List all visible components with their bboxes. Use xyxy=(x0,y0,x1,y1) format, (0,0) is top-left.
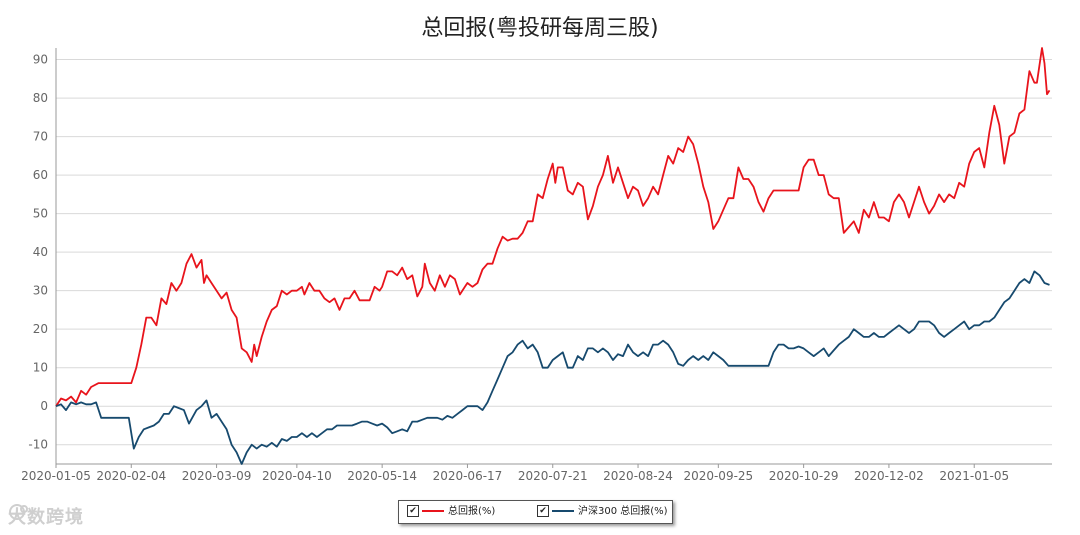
legend-item-csi300[interactable]: ✔ 沪深300 总回报(%) xyxy=(537,505,668,519)
series-line-csi300 xyxy=(55,270,1050,465)
y-tick-label: 30 xyxy=(33,284,48,298)
legend: ✔ 总回报(%) ✔ 沪深300 总回报(%) xyxy=(398,500,673,524)
x-tick-label: 2020-05-14 xyxy=(347,469,417,483)
y-tick-label: 0 xyxy=(40,399,48,413)
y-tick-label: 50 xyxy=(33,207,48,221)
y-tick-label: 40 xyxy=(33,245,48,259)
x-tick-label: 2020-07-21 xyxy=(518,469,588,483)
watermark-text: 大数跨境 xyxy=(8,507,84,528)
x-tick-label: 2020-08-24 xyxy=(603,469,673,483)
legend-label-csi300: 沪深300 总回报(%) xyxy=(578,506,668,517)
x-tick-label: 2020-02-04 xyxy=(96,469,166,483)
series-line-total-return xyxy=(55,47,1051,407)
y-tick-label: 70 xyxy=(33,130,48,144)
x-tick-label: 2021-01-05 xyxy=(939,469,1009,483)
y-tick-label: -10 xyxy=(28,438,48,452)
x-tick-label: 2020-01-05 xyxy=(21,469,91,483)
chart-title: 总回报(粤投研每周三股) xyxy=(421,16,659,41)
y-tick-label: 10 xyxy=(33,361,48,375)
checkbox-icon[interactable]: ✔ xyxy=(537,505,549,517)
y-tick-label: 20 xyxy=(33,322,48,336)
y-tick-label: 60 xyxy=(33,168,48,182)
watermark: 大数跨境 xyxy=(8,503,84,529)
checkbox-icon[interactable]: ✔ xyxy=(407,505,419,517)
y-tick-label: 90 xyxy=(33,53,48,67)
legend-swatch-total-return xyxy=(422,510,444,512)
x-tick-label: 2020-03-09 xyxy=(182,469,252,483)
watermark-logo-icon xyxy=(9,504,28,520)
legend-swatch-csi300 xyxy=(552,510,574,512)
x-tick-label: 2020-09-25 xyxy=(683,469,753,483)
x-tick-label: 2020-06-17 xyxy=(433,469,503,483)
y-tick-label: 80 xyxy=(33,91,48,105)
legend-item-total-return[interactable]: ✔ 总回报(%) xyxy=(407,505,495,519)
x-tick-label: 2020-10-29 xyxy=(769,469,839,483)
x-tick-label: 2020-04-10 xyxy=(262,469,332,483)
legend-label-total-return: 总回报(%) xyxy=(448,506,496,517)
x-tick-label: 2020-12-02 xyxy=(854,469,924,483)
